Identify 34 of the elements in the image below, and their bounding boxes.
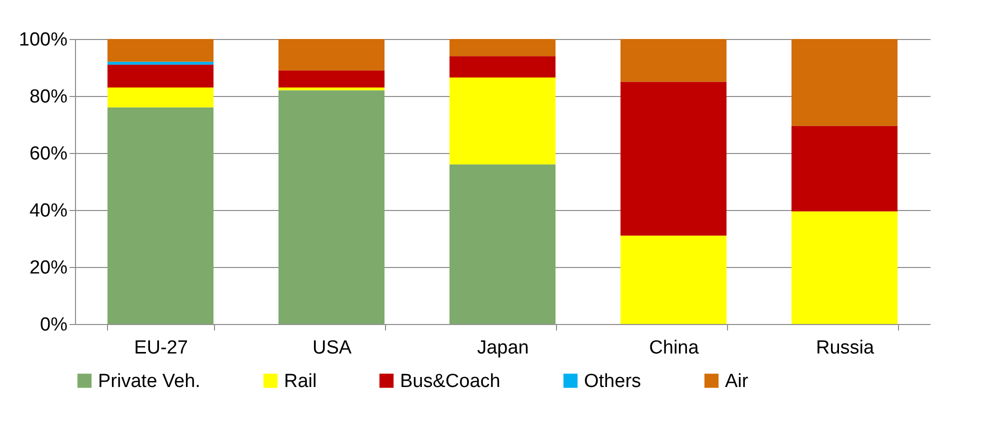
legend-label: Rail — [284, 370, 317, 392]
bar — [449, 39, 556, 56]
bar — [791, 39, 898, 126]
bar — [278, 70, 385, 88]
bar — [791, 211, 898, 324]
y-tick-label: 20% — [29, 258, 68, 278]
bar — [278, 90, 385, 324]
bar — [620, 82, 727, 236]
y-tick-label: 80% — [29, 86, 68, 108]
bar — [107, 107, 214, 324]
bar — [107, 64, 214, 88]
bar — [620, 39, 727, 82]
legend-label: Private Veh. — [98, 370, 200, 392]
bar — [620, 236, 727, 324]
bar — [278, 39, 385, 70]
y-tick-label: 0% — [40, 314, 68, 336]
bar — [278, 87, 385, 90]
legend-label: Others — [584, 370, 642, 392]
bar — [449, 164, 556, 324]
x-tick-label: Japan — [477, 338, 529, 358]
legend-label: Bus&Coach — [400, 370, 500, 392]
legend-label: Air — [725, 370, 749, 392]
bar — [449, 56, 556, 78]
y-tick-label: 60% — [29, 144, 68, 164]
x-tick-label: EU-27 — [134, 338, 188, 358]
bar — [107, 39, 214, 62]
bar — [107, 87, 214, 108]
bar — [791, 126, 898, 212]
x-tick-label: China — [649, 338, 700, 358]
x-tick-label: USA — [312, 338, 352, 358]
y-tick-label: 100% — [18, 30, 68, 50]
x-tick-label: Russia — [816, 338, 874, 358]
y-tick-label: 40% — [29, 200, 68, 222]
bar — [449, 77, 556, 164]
